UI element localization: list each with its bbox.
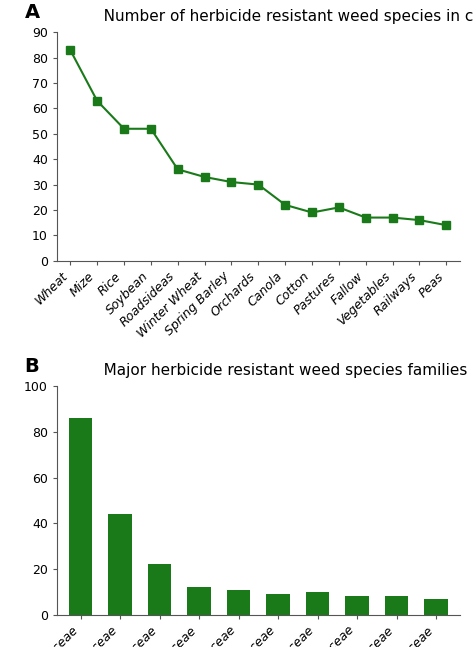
- Bar: [69, 418, 92, 615]
- Bar: [187, 587, 211, 615]
- Bar: [227, 589, 250, 615]
- Text: Major herbicide resistant weed species families: Major herbicide resistant weed species f…: [89, 363, 467, 378]
- Bar: [148, 564, 172, 615]
- Text: B: B: [25, 356, 39, 376]
- Bar: [424, 598, 448, 615]
- Bar: [266, 594, 290, 615]
- Text: A: A: [25, 3, 40, 21]
- Bar: [385, 597, 409, 615]
- Bar: [306, 592, 329, 615]
- Text: Number of herbicide resistant weed species in crops: Number of herbicide resistant weed speci…: [89, 9, 474, 24]
- Bar: [108, 514, 132, 615]
- Bar: [345, 597, 369, 615]
